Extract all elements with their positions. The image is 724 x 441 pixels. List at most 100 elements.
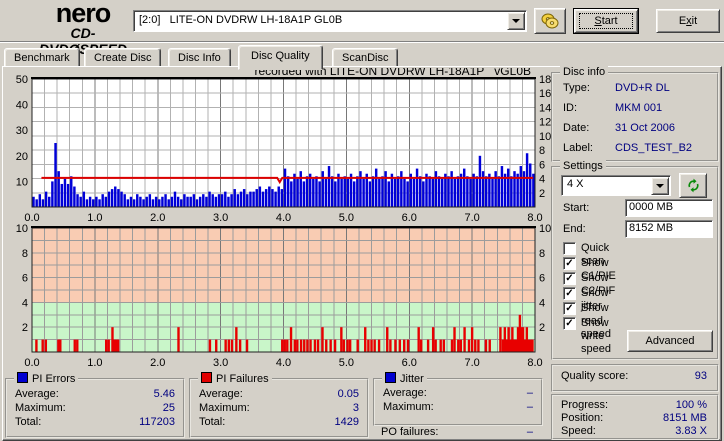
svg-text:50: 50 <box>16 74 28 86</box>
end-field[interactable]: 8152 MB <box>625 220 713 238</box>
discs-icon <box>541 13 559 29</box>
disc-info-panel: Disc info Type: DVD+R DL ID: MKM 001 Date:… <box>551 66 719 162</box>
disc-eject-button[interactable] <box>534 8 566 34</box>
svg-text:8: 8 <box>22 248 28 260</box>
svg-text:10: 10 <box>16 176 28 188</box>
svg-text:0.0: 0.0 <box>24 212 39 222</box>
svg-text:recorded with LITE-ON DVDRW LH: recorded with LITE-ON DVDRW LH-18A1P vGL… <box>254 68 531 78</box>
svg-text:2: 2 <box>539 322 545 334</box>
refresh-button[interactable] <box>679 173 707 198</box>
svg-text:4: 4 <box>539 174 545 186</box>
checkbox-icon[interactable]: ✓ <box>563 272 576 285</box>
start-field-label: Start: <box>563 202 590 214</box>
svg-text:6: 6 <box>22 273 28 285</box>
svg-text:10: 10 <box>539 131 551 143</box>
chevron-down-icon <box>656 184 664 188</box>
pi-errors-chart: 50 40 30 20 10 18 16 14 12 10 8 6 4 2 0.0 1.0 2.0 3.0 4.0 5… <box>16 68 552 222</box>
quality-score-value: 93 <box>694 370 707 382</box>
checkbox-icon[interactable]: ✓ <box>563 317 576 330</box>
toolbar-separator <box>0 41 724 43</box>
tab-scandisc[interactable]: ScanDisc <box>332 48 399 69</box>
po-failures-row: PO failures: – <box>381 426 533 438</box>
speed-select-value: 4 X <box>567 178 584 190</box>
end-field-label: End: <box>563 223 586 235</box>
svg-text:6: 6 <box>539 273 545 285</box>
svg-text:2.0: 2.0 <box>150 212 165 222</box>
svg-text:30: 30 <box>16 125 28 137</box>
svg-text:4.0: 4.0 <box>276 357 291 369</box>
pi-errors-marker-icon <box>17 372 28 383</box>
jitter-marker-icon <box>385 372 396 383</box>
toolbar: nero CD-DVDØSPEED [2:0] LITE-ON DVDRW LH… <box>0 0 724 57</box>
svg-text:5.0: 5.0 <box>339 212 354 222</box>
settings-panel: Settings 4 X Start: 0000 MB End: 8152 MB… <box>551 160 719 360</box>
tab-create-disc[interactable]: Create Disc <box>84 48 162 69</box>
checkbox-icon[interactable]: ✓ <box>563 302 576 315</box>
svg-text:5.0: 5.0 <box>339 357 354 369</box>
svg-text:40: 40 <box>16 100 28 112</box>
svg-text:14: 14 <box>539 102 551 114</box>
exit-button-label: Exit <box>678 15 698 27</box>
pi-errors-panel: PI Errors Average: 5.46 Maximum: 25 Total:… <box>5 372 185 438</box>
svg-text:4: 4 <box>539 297 545 309</box>
svg-text:2: 2 <box>22 322 28 334</box>
svg-text:20: 20 <box>16 151 28 163</box>
drive-select[interactable]: [2:0] LITE-ON DVDRW LH-18A1P GL0B <box>133 10 527 32</box>
po-failures-value: – <box>526 426 533 438</box>
jitter-title: Jitter <box>400 373 424 385</box>
checkbox-icon[interactable]: ✓ <box>563 257 576 270</box>
jitter-panel: Jitter Average: – Maximum: – <box>373 372 543 426</box>
po-failures-label: PO failures: <box>381 426 439 438</box>
drive-select-dropdown-button[interactable] <box>507 12 525 30</box>
tab-disc-quality[interactable]: Disc Quality <box>238 45 323 70</box>
svg-text:6.0: 6.0 <box>402 212 417 222</box>
start-button[interactable]: Start <box>573 8 639 34</box>
disc-info-title: Disc info <box>560 66 609 79</box>
checkbox-icon[interactable]: ✓ <box>563 287 576 300</box>
pi-failures-chart: 10 8 6 4 2 10 8 6 4 2 0.0 1.0 2.0 3.0 4.0 5.0 6.0 7.0 8.0 <box>16 223 552 369</box>
svg-text:10: 10 <box>539 223 551 235</box>
svg-text:4.0: 4.0 <box>276 212 291 222</box>
speed-select-dropdown-button[interactable] <box>651 177 669 195</box>
checkbox-icon[interactable] <box>563 242 576 255</box>
svg-text:7.0: 7.0 <box>464 212 479 222</box>
svg-text:0.0: 0.0 <box>24 357 39 369</box>
svg-text:1.0: 1.0 <box>87 357 102 369</box>
svg-text:8: 8 <box>539 248 545 260</box>
svg-text:10: 10 <box>16 223 28 235</box>
svg-text:2: 2 <box>539 188 545 200</box>
refresh-arrows-icon <box>687 178 699 193</box>
quality-score-label: Quality score: <box>561 370 629 382</box>
svg-text:12: 12 <box>539 117 551 129</box>
start-field[interactable]: 0000 MB <box>625 199 713 217</box>
svg-text:6: 6 <box>539 159 545 171</box>
start-button-label: Start <box>579 13 633 29</box>
speed-select[interactable]: 4 X <box>561 175 671 196</box>
svg-text:8: 8 <box>539 145 545 157</box>
advanced-button[interactable]: Advanced <box>627 330 713 352</box>
svg-text:8.0: 8.0 <box>527 212 542 222</box>
svg-text:1.0: 1.0 <box>87 212 102 222</box>
exit-button[interactable]: Exit <box>656 9 720 33</box>
settings-title: Settings <box>560 160 606 173</box>
tab-disc-info[interactable]: Disc Info <box>168 48 231 69</box>
svg-text:2.0: 2.0 <box>150 357 165 369</box>
pi-errors-title: PI Errors <box>32 373 76 385</box>
svg-text:18: 18 <box>539 74 551 86</box>
svg-text:4: 4 <box>22 297 28 309</box>
drive-select-value: [2:0] LITE-ON DVDRW LH-18A1P GL0B <box>139 14 343 26</box>
svg-text:16: 16 <box>539 88 551 100</box>
tab-benchmark[interactable]: Benchmark <box>4 48 80 69</box>
progress-panel: Progress: 100 % Position: 8151 MB Speed: 3.… <box>551 394 719 440</box>
svg-text:3.0: 3.0 <box>213 357 228 369</box>
pi-failures-panel: PI Failures Average: 0.05 Maximum: 3 Total… <box>189 372 369 438</box>
svg-text:6.0: 6.0 <box>402 357 417 369</box>
quality-score-panel: Quality score: 93 <box>551 364 719 392</box>
svg-text:8.0: 8.0 <box>527 357 542 369</box>
svg-text:3.0: 3.0 <box>213 212 228 222</box>
pi-failures-title: PI Failures <box>216 373 269 385</box>
svg-text:7.0: 7.0 <box>464 357 479 369</box>
logo-nero: nero <box>55 0 112 28</box>
chevron-down-icon <box>512 19 520 23</box>
pi-failures-marker-icon <box>201 372 212 383</box>
